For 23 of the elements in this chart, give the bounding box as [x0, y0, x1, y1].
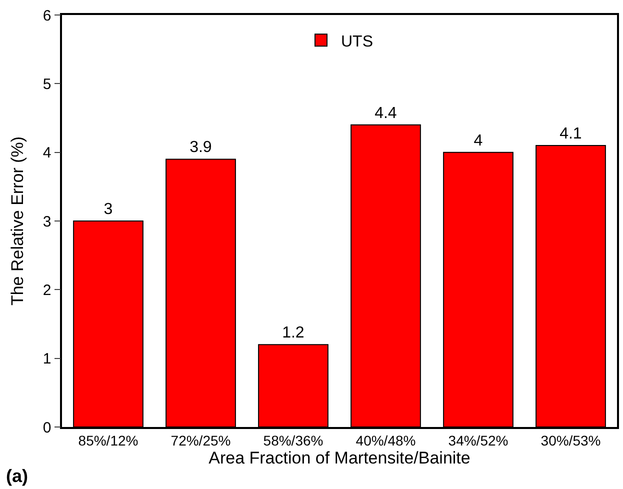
y-axis-title: The Relative Error (%)	[8, 136, 27, 306]
x-axis-title: Area Fraction of Martensite/Bainite	[208, 448, 470, 468]
legend-label: UTS	[341, 33, 373, 50]
y-tick-label: 6	[42, 7, 52, 24]
data-label: 4.4	[374, 104, 397, 122]
data-label: 4	[474, 132, 483, 150]
x-tick-label: 34%/52%	[448, 432, 508, 449]
x-tick-label: 58%/36%	[263, 432, 324, 449]
data-label: 1.2	[282, 324, 304, 342]
y-tick-label: 3	[42, 213, 52, 230]
x-tick-label: 85%/12%	[78, 432, 138, 449]
text: (a)	[6, 466, 28, 486]
data-label: 3	[104, 201, 113, 218]
x-tick-label: 30%/53%	[540, 432, 601, 449]
data-label: 4.1	[560, 125, 582, 142]
x-tick-label: 72%/25%	[170, 432, 231, 449]
x-tick-label: 40%/48%	[356, 432, 416, 449]
data-label: 3.9	[190, 139, 212, 156]
y-tick-label: 2	[42, 282, 52, 299]
y-tick-label: 1	[42, 350, 52, 368]
y-tick-label: 5	[42, 76, 52, 93]
y-tick-label: 0	[42, 419, 52, 436]
y-tick-label: 4	[42, 144, 52, 162]
